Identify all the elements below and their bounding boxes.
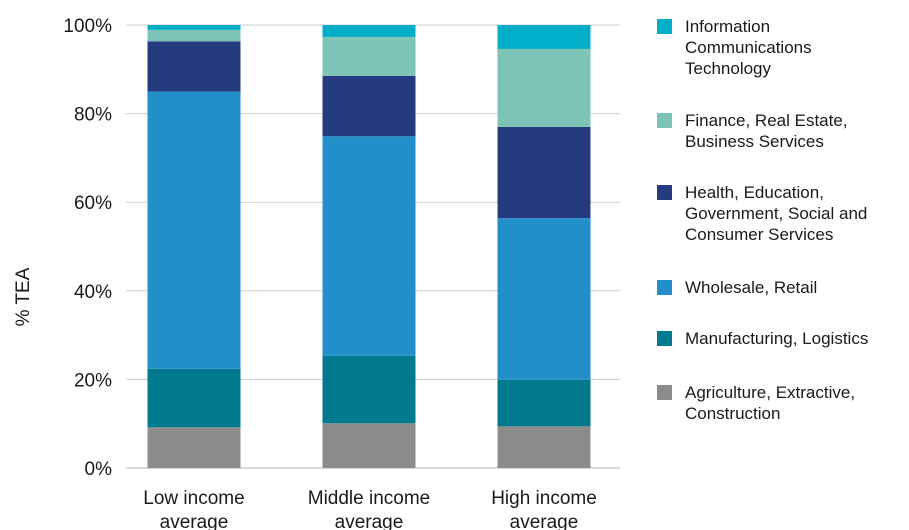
bar-segment bbox=[147, 368, 241, 428]
legend-swatch bbox=[657, 185, 672, 200]
legend-label-line: Communications bbox=[685, 38, 812, 57]
legend-label-line: Construction bbox=[685, 404, 781, 423]
x-category-label: Low income average bbox=[143, 488, 244, 530]
legend-swatch bbox=[657, 113, 672, 128]
x-category-label: High income average bbox=[491, 488, 597, 530]
bar-segment bbox=[497, 379, 591, 427]
bar-segment bbox=[322, 355, 416, 424]
x-category-label: Middle income average bbox=[308, 488, 431, 530]
bar-segment bbox=[497, 426, 591, 468]
bar-segment bbox=[322, 25, 416, 37]
legend-label: Finance, Real Estate, Business Services bbox=[685, 110, 909, 152]
y-tick-label: 60% bbox=[74, 193, 112, 214]
legend-label-line: Technology bbox=[685, 59, 772, 78]
legend-swatch bbox=[657, 331, 672, 346]
bar-segment bbox=[497, 48, 591, 127]
x-axis-categories: Low income average Middle income average Hig… bbox=[143, 488, 597, 530]
y-tick-label: 40% bbox=[74, 282, 112, 303]
bar-segment bbox=[497, 25, 591, 49]
legend-label-line: Manufacturing, Logistics bbox=[685, 329, 869, 348]
bar-segment bbox=[322, 75, 416, 137]
legend-swatch bbox=[657, 280, 672, 295]
bar-segment bbox=[147, 29, 241, 42]
bar-segment bbox=[147, 427, 241, 468]
bar-segment bbox=[322, 423, 416, 468]
legend-label-line: Finance, Real Estate, bbox=[685, 111, 848, 130]
bars bbox=[147, 25, 591, 468]
legend-label: Health, Education, Government, Social and… bbox=[685, 182, 909, 245]
y-tick-label: 20% bbox=[74, 370, 112, 391]
legend-label-line: Health, Education, bbox=[685, 183, 824, 202]
bar-segment bbox=[497, 218, 591, 380]
y-tick-label: 0% bbox=[85, 459, 113, 480]
legend-label: Wholesale, Retail bbox=[685, 277, 909, 298]
legend-label-line: Wholesale, Retail bbox=[685, 278, 818, 297]
legend-label-line: Information bbox=[685, 17, 771, 36]
legend-label-line: Business Services bbox=[685, 132, 824, 151]
bar-segment bbox=[322, 136, 416, 356]
y-axis-label: % TEA bbox=[13, 267, 34, 326]
legend-swatch bbox=[657, 19, 672, 34]
legend-label-line: Agriculture, Extractive, bbox=[685, 383, 856, 402]
bar-segment bbox=[147, 25, 241, 30]
bar-segment bbox=[322, 36, 416, 76]
y-tick-label: 80% bbox=[74, 105, 112, 126]
y-tick-label: 100% bbox=[63, 16, 112, 37]
legend-label: Information Communications Technology bbox=[685, 16, 909, 79]
y-axis-ticks: 0% 20% 40% 60% 80% 100% bbox=[63, 16, 112, 480]
legend-label-line: Government, Social and bbox=[685, 204, 868, 223]
legend-label: Agriculture, Extractive, Construction bbox=[685, 382, 909, 424]
bar-segment bbox=[147, 41, 241, 92]
legend-swatch bbox=[657, 385, 672, 400]
legend-label-line: Consumer Services bbox=[685, 225, 834, 244]
bar-segment bbox=[497, 126, 591, 219]
bar-segment bbox=[147, 91, 241, 369]
legend-label: Manufacturing, Logistics bbox=[685, 328, 909, 349]
